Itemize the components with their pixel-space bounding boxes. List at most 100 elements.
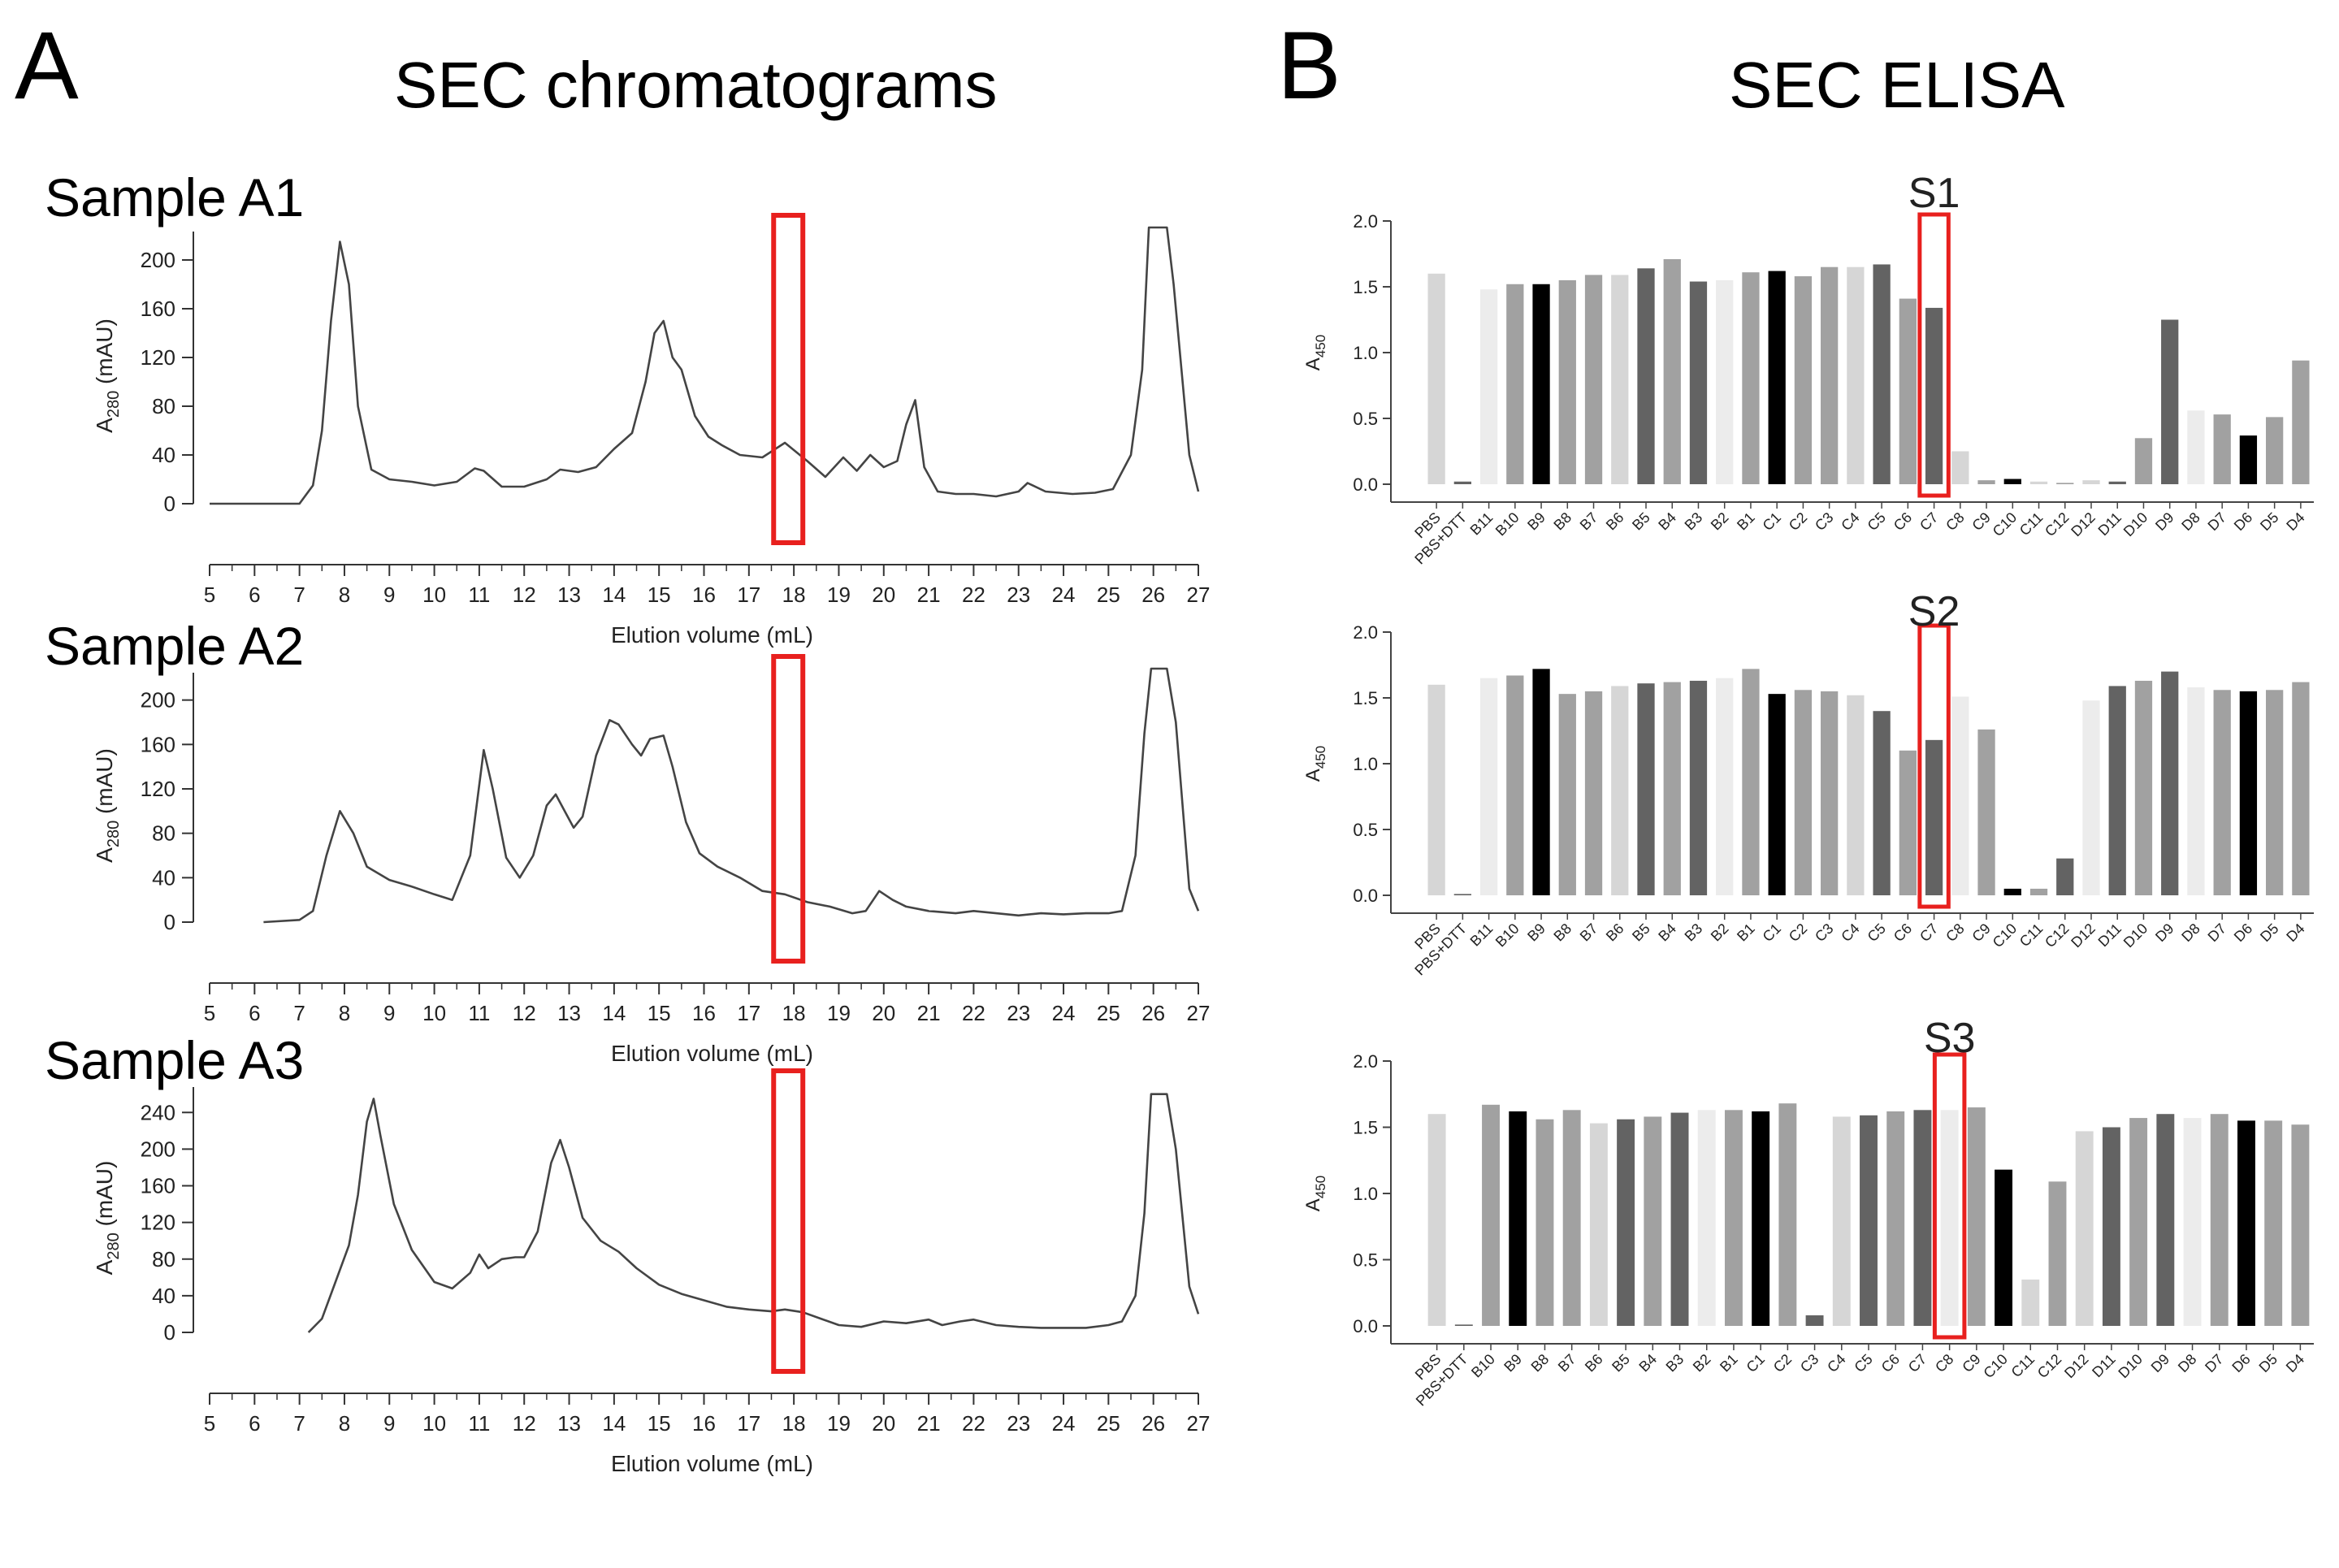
bar (1427, 1114, 1446, 1326)
bar (1768, 271, 1786, 484)
bar (1778, 1103, 1797, 1326)
bar (1899, 750, 1917, 895)
y-tick-label: 200 (141, 1137, 175, 1161)
panel-b-letter: B (1277, 12, 1341, 119)
x-tick-label: 27 (1187, 583, 1211, 607)
bar (1532, 669, 1550, 895)
x-tick-label: B1 (1734, 920, 1758, 945)
x-tick-label: C1 (1743, 1351, 1768, 1375)
y-tick-label: 0.0 (1353, 474, 1378, 495)
y-tick-label: 1.5 (1353, 688, 1378, 708)
x-tick-label: B3 (1663, 1351, 1687, 1375)
x-tick-label: B2 (1690, 1351, 1714, 1375)
x-tick-label: B7 (1577, 509, 1601, 534)
x-tick-label: B9 (1501, 1351, 1525, 1375)
x-tick-label: D12 (2068, 920, 2098, 951)
y-axis-label-main: A (1302, 357, 1324, 370)
x-tick-label: D11 (2095, 920, 2125, 951)
x-tick-label: 24 (1052, 1001, 1076, 1025)
x-tick-label: 18 (782, 583, 806, 607)
x-tick-label: C9 (1959, 1351, 1983, 1375)
x-tick-label: B4 (1635, 1351, 1660, 1375)
bar (1584, 691, 1603, 895)
x-tick-label: C11 (2016, 920, 2047, 951)
x-tick-label: D4 (2283, 1351, 2307, 1375)
bar (1951, 451, 1969, 484)
bar (1899, 298, 1917, 484)
x-tick-label: 9 (383, 1411, 395, 1436)
x-tick-label: D7 (2205, 920, 2229, 945)
bar (1637, 683, 1655, 895)
bar (1427, 684, 1445, 895)
x-tick-label: 20 (872, 1411, 895, 1436)
bar (1562, 1110, 1581, 1326)
x-tick-label: B10 (1468, 1351, 1498, 1381)
bar (1689, 281, 1708, 484)
bar (1453, 481, 1471, 484)
bar (2292, 360, 2310, 484)
bar (2029, 888, 2048, 895)
x-tick-label: 22 (962, 1411, 985, 1436)
bar (1716, 678, 1734, 895)
x-tick-label: 12 (513, 583, 536, 607)
bar (2021, 1279, 2040, 1326)
x-axis-label: Elution volume (mL) (611, 1451, 813, 1476)
sample-a2-title: Sample A2 (45, 616, 305, 676)
x-tick-label: C6 (1891, 920, 1915, 945)
bar (2161, 671, 2179, 895)
x-tick-label: 17 (737, 583, 760, 607)
x-tick-label: C5 (1865, 920, 1889, 945)
highlight-fraction-box (771, 654, 806, 964)
bar (2134, 680, 2153, 895)
x-tick-label: D5 (2257, 509, 2281, 534)
bar (1536, 1119, 1554, 1326)
y-tick-label: 1.0 (1353, 343, 1378, 363)
x-tick-label: 10 (422, 583, 446, 607)
x-tick-label: B8 (1528, 1351, 1553, 1375)
x-tick-label: 21 (917, 1411, 941, 1436)
y-tick-label: 80 (152, 394, 175, 418)
x-tick-label: 15 (648, 583, 671, 607)
x-tick-label: C10 (1980, 1351, 2010, 1381)
bar (1873, 264, 1891, 484)
y-tick-label: 40 (152, 865, 175, 890)
y-tick-label: 120 (141, 345, 175, 370)
bar (1832, 1116, 1851, 1326)
x-tick-label: 7 (293, 1411, 305, 1436)
bar (1873, 711, 1891, 895)
sample-label: S3 (1924, 1015, 1976, 1062)
bar (1724, 1110, 1743, 1326)
x-tick-label: C12 (2042, 509, 2072, 539)
bar (2213, 414, 2231, 484)
sec-chromatogram-a2: 0 40 80 120 160 200 A280 (mAU) 5 6 7 8 9 10 11 12 13 14 1… (92, 654, 1210, 1066)
sample-a3-title: Sample A3 (45, 1030, 305, 1090)
x-tick-label: 14 (602, 583, 626, 607)
bar (2108, 686, 2126, 895)
x-tick-label: D4 (2283, 509, 2307, 534)
bar (1768, 694, 1786, 895)
x-tick-label: B10 (1492, 920, 1523, 951)
y-tick-label: 0 (164, 1320, 175, 1345)
y-axis-label-main: A (92, 1259, 117, 1275)
x-tick-label: D10 (2115, 1351, 2145, 1381)
x-tick-label: 22 (962, 583, 985, 607)
y-tick-label: 0 (164, 492, 175, 516)
y-axis-label: A280 (mAU) (92, 318, 123, 433)
x-tick-label: C12 (2042, 920, 2072, 951)
x-axis-label: Elution volume (mL) (611, 1041, 813, 1066)
x-tick-label: B4 (1655, 509, 1679, 534)
x-tick-label: 25 (1097, 583, 1120, 607)
x-tick-label: 24 (1052, 1411, 1076, 1436)
x-tick-label: D6 (2231, 920, 2255, 945)
y-tick-label: 0.5 (1353, 1250, 1378, 1271)
x-tick-label: 23 (1007, 1001, 1030, 1025)
bar (1558, 694, 1576, 895)
x-tick-label: 18 (782, 1001, 806, 1025)
bar (1886, 1111, 1905, 1326)
bar (2266, 690, 2284, 895)
x-tick-label: 16 (692, 1001, 716, 1025)
x-tick-label: B10 (1492, 509, 1523, 539)
y-tick-label: 200 (141, 248, 175, 272)
x-tick-label: D7 (2205, 509, 2229, 534)
